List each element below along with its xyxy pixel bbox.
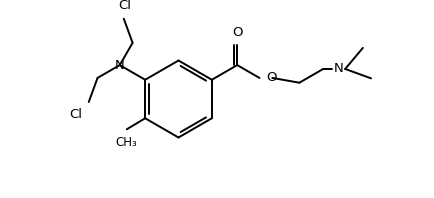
Text: Cl: Cl — [118, 0, 131, 12]
Text: Cl: Cl — [69, 108, 82, 121]
Text: N: N — [334, 62, 344, 75]
Text: O: O — [232, 26, 243, 38]
Text: N: N — [115, 59, 125, 72]
Text: O: O — [266, 71, 276, 84]
Text: CH₃: CH₃ — [115, 136, 137, 149]
